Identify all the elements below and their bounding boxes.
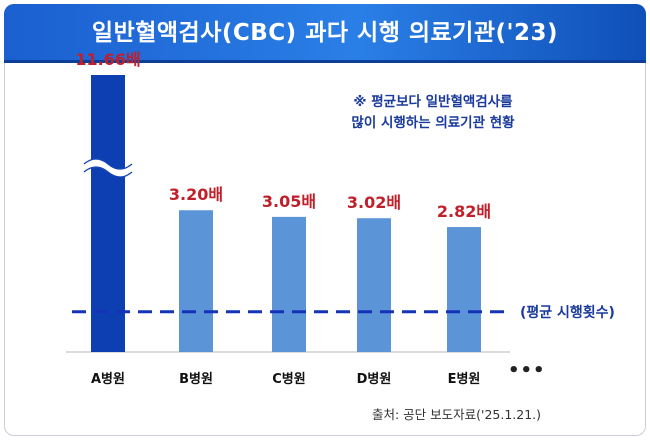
bar-D병원 <box>357 218 391 352</box>
note-line-1: ※ 평균보다 일반혈액검사를 <box>353 94 513 110</box>
title-underline <box>4 60 646 63</box>
category-label-A병원: A병원 <box>91 371 125 387</box>
category-label-C병원: C병원 <box>272 371 305 387</box>
bar-C병원 <box>272 216 306 352</box>
note-line-2: 많이 시행하는 의료기관 현황 <box>351 115 515 131</box>
value-label-A병원: 11.66배 <box>75 50 140 69</box>
axis-break-line-top <box>83 158 133 170</box>
bar-A병원 <box>91 75 125 352</box>
source-note: 출처: 공단 보도자료('25.1.21.) <box>372 407 542 422</box>
title-banner: 일반혈액검사(CBC) 과다 시행 의료기관('23) <box>4 4 646 62</box>
value-label-D병원: 3.02배 <box>347 193 401 212</box>
chart-note: ※ 평균보다 일반혈액검사를 많이 시행하는 의료기관 현황 <box>318 92 548 134</box>
bar-B병원 <box>179 210 213 352</box>
chart-title: 일반혈액검사(CBC) 과다 시행 의료기관('23) <box>91 20 559 46</box>
value-label-B병원: 3.20배 <box>169 185 223 204</box>
category-label-D병원: D병원 <box>357 371 392 387</box>
bar-E병원 <box>447 227 481 352</box>
value-label-E병원: 2.82배 <box>437 202 491 221</box>
more-indicator: ••• <box>508 360 546 381</box>
value-label-C병원: 3.05배 <box>262 192 316 211</box>
category-label-E병원: E병원 <box>448 371 481 387</box>
category-label-B병원: B병원 <box>179 371 213 387</box>
average-line-label: (평균 시행횟수) <box>520 305 615 321</box>
axis-break-line-bottom <box>83 166 133 178</box>
